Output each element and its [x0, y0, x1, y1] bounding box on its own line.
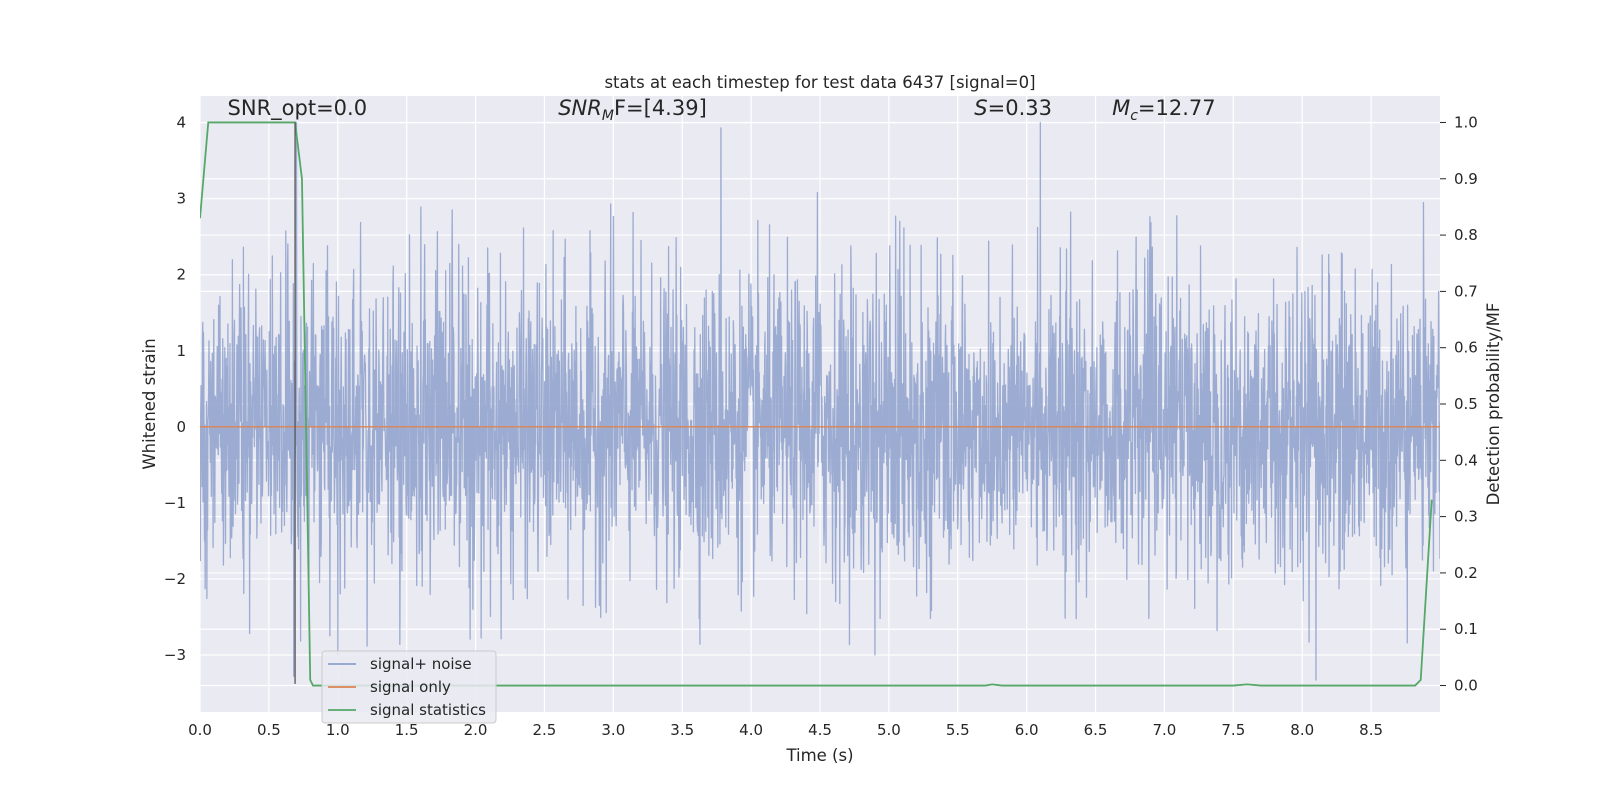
- x-tick-label: 1.0: [326, 721, 350, 739]
- y-axis-label: Whitened strain: [140, 338, 159, 469]
- y2-tick-label: 1.0: [1454, 113, 1478, 131]
- y2-tick-label: 0.8: [1454, 226, 1478, 244]
- x-tick-label: 3.5: [670, 721, 694, 739]
- annotations: SNR_opt=0.0 SNRMF=[4.39] S=0.33 Mc=12.77: [228, 96, 1216, 124]
- x-tick-label: 7.5: [1221, 721, 1245, 739]
- annotation-snr-mf: SNRMF=[4.39]: [558, 96, 707, 124]
- y-axis-right: 0.0 0.1 0.2 0.3 0.4 0.5 0.6 0.7 0.8 0.9 1.0: [1440, 113, 1478, 695]
- y-tick-label: 0: [176, 418, 186, 436]
- x-tick-label: 0.0: [188, 721, 212, 739]
- y2-tick-label: 0.7: [1454, 282, 1478, 300]
- y2-tick-label: 0.2: [1454, 564, 1478, 582]
- x-tick-label: 2.0: [464, 721, 488, 739]
- y2-tick-label: 0.5: [1454, 395, 1478, 413]
- annotation-snr-opt: SNR_opt=0.0: [228, 96, 368, 121]
- x-tick-label: 4.5: [808, 721, 832, 739]
- x-tick-label: 1.5: [395, 721, 419, 739]
- x-tick-label: 7.0: [1153, 721, 1177, 739]
- x-axis-label: Time (s): [785, 746, 853, 765]
- chart-title: stats at each timestep for test data 643…: [604, 73, 1035, 92]
- legend: signal+ noise signal only signal statistic…: [321, 650, 497, 724]
- y2-tick-label: 0.9: [1454, 170, 1478, 188]
- y2-tick-label: 0.3: [1454, 508, 1478, 526]
- x-tick-label: 2.5: [533, 721, 557, 739]
- x-tick-label: 0.5: [257, 721, 281, 739]
- y2-tick-label: 0.0: [1454, 677, 1478, 695]
- y-axis-left: −3 −2 −1 0 1 2 3 4: [164, 114, 186, 664]
- y-tick-label: 4: [176, 114, 186, 132]
- legend-label: signal only: [370, 678, 451, 696]
- y2-axis-label: Detection probability/MF: [1484, 303, 1503, 506]
- series-signal-statistics-line: [200, 121, 1433, 687]
- annotation-s-value: S=0.33: [974, 96, 1052, 120]
- legend-box: [321, 650, 497, 724]
- x-axis: 0.0 0.5 1.0 1.5 2.0 2.5 3.0 3.5 4.0 4.5 5.0 5.5 6.0 6…: [188, 721, 1383, 739]
- y2-tick-label: 0.6: [1454, 339, 1478, 357]
- y-tick-label: −3: [164, 646, 186, 664]
- x-tick-label: 8.5: [1359, 721, 1383, 739]
- x-tick-label: 5.5: [946, 721, 970, 739]
- x-tick-label: 3.0: [601, 721, 625, 739]
- series-layer: [200, 121, 1440, 687]
- x-tick-label: 6.0: [1015, 721, 1039, 739]
- legend-label: signal+ noise: [370, 655, 472, 673]
- y-tick-label: 2: [176, 266, 186, 284]
- annotation-mc-value: Mc=12.77: [1112, 96, 1216, 124]
- y2-tick-label: 0.1: [1454, 620, 1478, 638]
- y-tick-label: 1: [176, 342, 186, 360]
- y2-tick-label: 0.4: [1454, 451, 1478, 469]
- y-tick-label: −1: [164, 494, 186, 512]
- series-signal-noise-line: [200, 121, 1440, 681]
- x-tick-label: 4.0: [739, 721, 763, 739]
- y-tick-label: 3: [176, 190, 186, 208]
- x-tick-label: 5.0: [877, 721, 901, 739]
- x-tick-label: 8.0: [1290, 721, 1314, 739]
- y-tick-label: −2: [164, 570, 186, 588]
- x-tick-label: 6.5: [1084, 721, 1108, 739]
- legend-label: signal statistics: [370, 701, 486, 719]
